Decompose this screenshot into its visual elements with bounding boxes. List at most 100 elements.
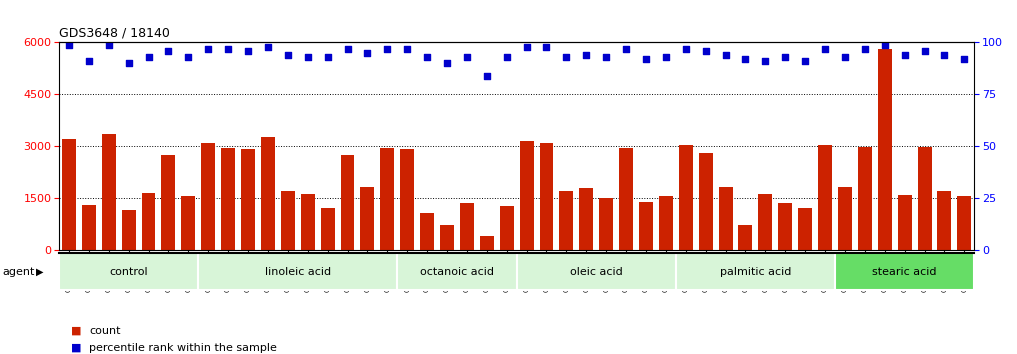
Point (140, 54, 157, 60)
Point (737, 56, 754, 62)
Point (200, 46, 217, 52)
Bar (898, 195, 911, 250)
Point (80, 58, 97, 64)
Point (916, 48, 933, 53)
Bar (360, 188, 374, 250)
Point (817, 46, 833, 52)
Text: ▶: ▶ (36, 267, 43, 277)
Bar (440, 225, 454, 250)
Bar (320, 208, 335, 250)
Point (777, 54, 793, 60)
Text: palmitic acid: palmitic acid (720, 267, 791, 277)
Bar (141, 193, 156, 250)
Point (717, 52, 733, 58)
Bar (102, 134, 116, 250)
Point (240, 48, 256, 53)
Bar (676, 253, 835, 290)
Text: oleic acid: oleic acid (570, 267, 622, 277)
Point (797, 58, 814, 64)
Text: stearic acid: stearic acid (873, 267, 937, 277)
Point (638, 56, 654, 62)
Point (419, 54, 435, 60)
Point (61, 42, 77, 47)
Point (280, 52, 296, 58)
Bar (281, 191, 295, 250)
Point (758, 58, 774, 64)
Point (877, 42, 893, 47)
Point (837, 54, 853, 60)
Bar (738, 225, 753, 250)
Point (120, 61, 136, 66)
Bar (639, 202, 653, 250)
Point (856, 46, 873, 52)
Bar (659, 196, 673, 250)
Text: control: control (109, 267, 147, 277)
Bar (580, 188, 593, 250)
Bar (401, 149, 414, 250)
Point (300, 54, 316, 60)
Text: linoleic acid: linoleic acid (264, 267, 331, 277)
Point (578, 52, 594, 58)
Bar (420, 213, 434, 250)
Bar (162, 155, 175, 250)
Text: percentile rank within the sample: percentile rank within the sample (89, 343, 278, 353)
Point (399, 46, 415, 52)
Point (340, 46, 356, 52)
Point (498, 54, 515, 60)
Point (220, 46, 236, 52)
Point (379, 46, 396, 52)
Bar (838, 188, 852, 250)
Bar (778, 203, 792, 250)
Bar (957, 196, 971, 250)
Point (180, 54, 196, 60)
Text: octanoic acid: octanoic acid (420, 267, 494, 277)
Bar (221, 148, 235, 250)
Point (698, 48, 714, 53)
Bar (201, 143, 216, 250)
Bar (380, 148, 395, 250)
Bar (261, 137, 275, 250)
Text: ■: ■ (71, 326, 81, 336)
Bar (835, 253, 974, 290)
Bar (798, 208, 813, 250)
Point (439, 61, 456, 66)
Bar (818, 145, 832, 250)
Bar (517, 253, 676, 290)
Bar (719, 188, 732, 250)
Point (319, 54, 336, 60)
Point (618, 46, 635, 52)
Bar (540, 143, 553, 250)
Point (101, 42, 117, 47)
Point (897, 52, 913, 58)
Point (259, 44, 276, 50)
Point (519, 44, 535, 50)
Text: ■: ■ (71, 343, 81, 353)
Bar (62, 139, 76, 250)
Bar (878, 50, 892, 250)
Point (598, 54, 614, 60)
Point (479, 73, 495, 79)
Point (558, 54, 575, 60)
Point (359, 50, 375, 56)
Point (161, 48, 177, 53)
Bar (398, 253, 517, 290)
Point (956, 56, 972, 62)
Bar (499, 206, 514, 250)
Text: GDS3648 / 18140: GDS3648 / 18140 (59, 27, 170, 40)
Text: count: count (89, 326, 121, 336)
Bar (619, 148, 633, 250)
Point (538, 44, 554, 50)
Bar (520, 141, 534, 250)
Text: agent: agent (2, 267, 35, 277)
Bar (858, 147, 872, 250)
Bar (559, 191, 574, 250)
Bar (938, 191, 952, 250)
Bar (59, 253, 198, 290)
Bar (181, 196, 195, 250)
Bar (241, 149, 255, 250)
Bar (198, 253, 398, 290)
Point (937, 52, 953, 58)
Bar (460, 203, 474, 250)
Point (658, 54, 674, 60)
Bar (301, 194, 314, 250)
